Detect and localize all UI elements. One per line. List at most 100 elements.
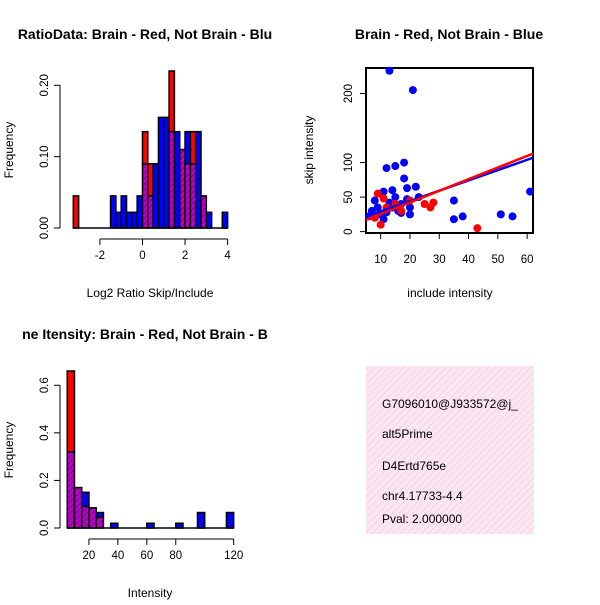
x-tick-label: 0 [139,250,145,262]
scatter-point-not-brain [391,162,400,171]
histogram-bar-not-brain-0 [152,163,160,229]
histogram-bar-overlap-0 [184,163,192,229]
intensity-histogram-panel: ne Itensity: Brain - Red, Not Brain - B … [2,326,268,600]
info-panel-background [366,366,534,534]
x-tick-label: 30 [433,254,446,266]
x-tick-label: 2 [182,250,188,262]
info-pval: Pval: 2.000000 [382,512,462,526]
intensity-histogram-title: ne Itensity: Brain - Red, Not Brain - B [22,326,268,342]
scatter-point-not-brain [458,212,467,221]
ratio-histogram-axes: -2 0 2 4 0.00 0.10 0.20 [39,74,231,262]
x-tick-label: 4 [224,250,231,262]
histogram-bar-overlap-0 [178,148,186,229]
histogram-bar-not-brain-0 [115,211,122,229]
histogram-bar-not-brain-0 [125,211,133,229]
x-tick-label: 60 [140,550,153,562]
histogram-bar-brain-0 [168,70,176,133]
intensity-scatter-panel: Brain - Red, Not Brain - Blue 10 20 30 40 50… [302,26,543,300]
info-line-3: D4Ertd765e [382,459,446,473]
ratio-histogram-title: RatioData: Brain - Red, Not Brain - Blu [18,26,272,42]
scatter-point-not-brain [449,215,458,224]
histogram-bar-overlap-2 [80,505,90,529]
histogram-bar-not-brain-0 [131,211,138,229]
x-tick-label: 50 [491,254,504,266]
scatter-point-not-brain [388,186,397,195]
scatter-axes: 10 20 30 40 50 60 0 50 100 200 [343,84,534,266]
histogram-bar-not-brain-0 [157,116,165,229]
ratio-histogram-xlabel: Log2 Ratio Skip/Include [87,286,214,300]
scatter-point-brain [473,224,482,233]
scatter-points [364,66,535,233]
intensity-histogram-ylabel: Frequency [2,422,16,479]
ratio-histogram-ylabel: Frequency [2,122,16,179]
scatter-ylabel: skip intensity [302,116,316,185]
y-tick-label: 0.2 [39,472,51,488]
histogram-bar-overlap-2 [66,451,76,529]
scatter-point-not-brain [400,158,409,167]
info-panel: G7096010@J933572@j_ alt5Prime D4Ertd765e… [366,366,534,534]
y-tick-label: 0.20 [39,74,51,96]
scatter-point-not-brain [400,174,409,183]
histogram-bar-overlap-0 [141,163,149,229]
scatter-point-brain [379,194,388,203]
histogram-bar-brain-0 [141,130,149,165]
histogram-bar-brain-0 [189,130,197,165]
histogram-bar-not-brain-2 [196,511,206,529]
histogram-bar-overlap-2 [95,516,105,529]
scatter-point-brain [373,189,382,198]
histogram-bar-not-brain-0 [184,130,192,165]
scatter-point-not-brain [405,203,414,212]
intensity-histogram-axes: 20 40 60 80 120 0.0 0.2 0.4 0.6 [39,377,243,562]
histogram-bar-overlap-0 [189,163,197,229]
scatter-xlabel: include intensity [407,286,492,300]
y-tick-label: 0.6 [39,377,51,393]
x-tick-label: 20 [83,550,96,562]
x-tick-label: 120 [224,550,243,562]
x-tick-label: -2 [95,250,105,262]
histogram-bar-brain-2 [66,370,76,453]
scatter-point-brain [376,220,385,229]
histogram-bar-overlap-0 [168,130,176,229]
ratio-histogram-bars [72,70,229,229]
histogram-bar-not-brain-0 [163,116,170,229]
histogram-bar-overlap-2 [88,507,97,529]
scatter-plot-frame [365,67,534,234]
histogram-bar-not-brain-0 [109,195,117,229]
scatter-point-not-brain [405,210,414,219]
histogram-bar-overlap-0 [200,195,208,229]
info-line-4: chr4.17733-4.4 [382,489,463,503]
scatter-point-not-brain [391,193,400,202]
scatter-point-brain [429,198,438,207]
histogram-bar-not-brain-2 [80,491,90,508]
histogram-bar-not-brain-0 [173,130,181,229]
histogram-bar-not-brain-0 [205,211,213,229]
fit-line-brain [365,152,534,222]
x-tick-label: 40 [462,254,475,266]
y-tick-label: 0.10 [39,145,51,167]
ratio-histogram-panel: RatioData: Brain - Red, Not Brain - Blu … [2,26,272,300]
scatter-point-not-brain [408,86,417,95]
y-tick-label: 200 [343,84,355,103]
intensity-histogram-bars [66,370,235,529]
histogram-bar-overlap-2 [73,486,83,529]
scatter-point-not-brain [411,182,420,191]
intensity-scatter-title: Brain - Red, Not Brain - Blue [355,26,543,42]
scatter-point-not-brain [373,203,382,212]
intensity-histogram-xlabel: Intensity [128,586,173,600]
x-tick-label: 10 [374,254,387,266]
scatter-point-brain [420,200,429,209]
scatter-point-not-brain [403,184,412,193]
y-tick-label: 50 [343,191,355,204]
y-tick-label: 0.0 [39,520,51,536]
info-line-2: alt5Prime [382,427,433,441]
histogram-bar-brain-0 [72,195,80,229]
histogram-bar-overlap-0 [147,195,154,229]
y-tick-label: 0.4 [39,424,51,441]
histogram-bar-not-brain-0 [221,211,229,229]
scatter-point-not-brain [526,187,535,196]
scatter-point-not-brain [449,196,458,205]
y-tick-label: 100 [343,153,355,172]
x-tick-label: 80 [169,550,182,562]
x-tick-label: 20 [404,254,417,266]
